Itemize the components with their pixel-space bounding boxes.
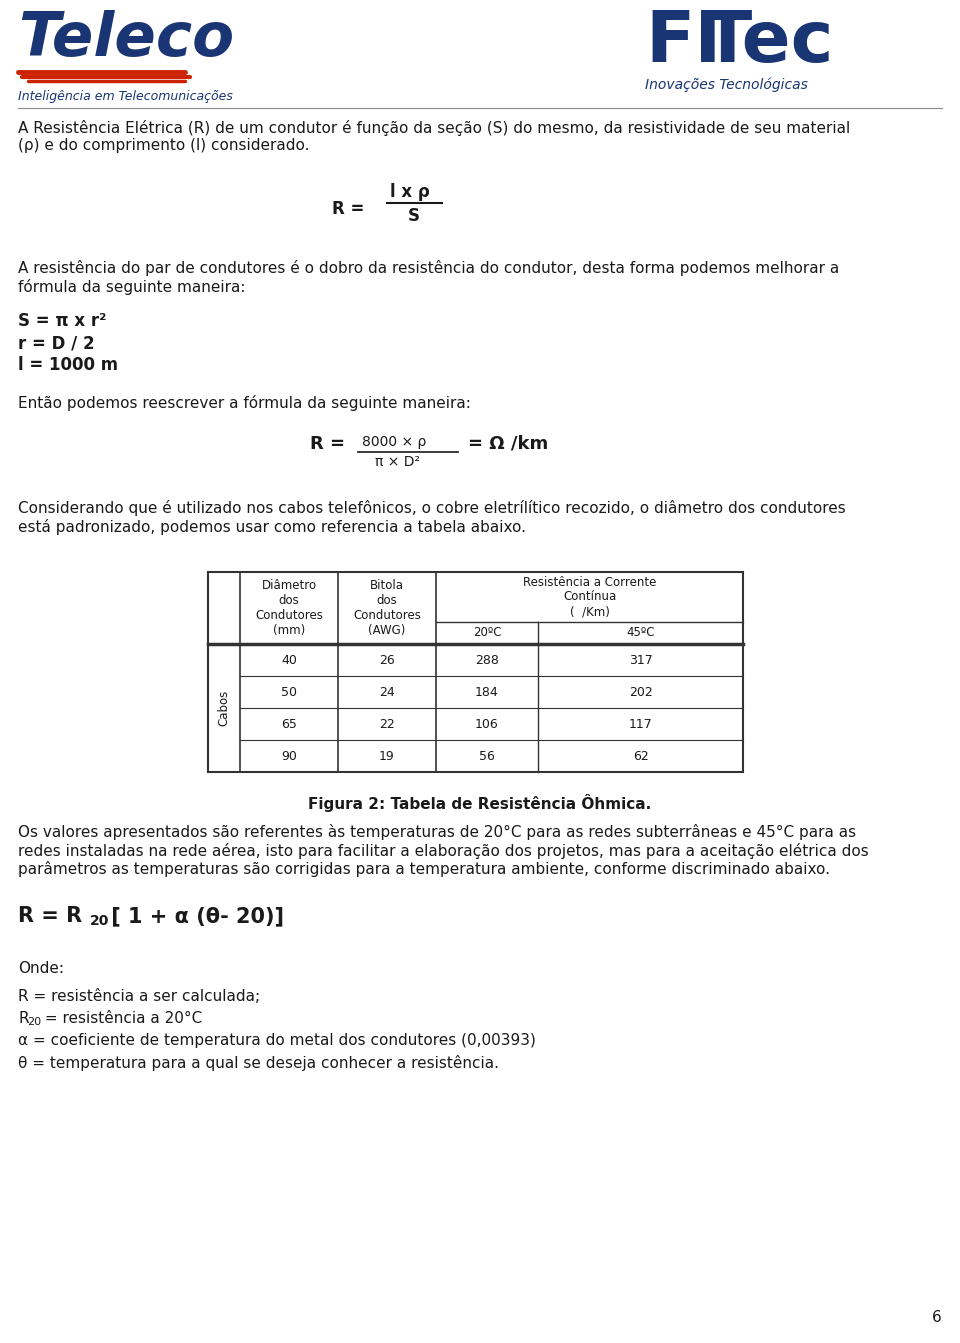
Text: = resistência a 20°C: = resistência a 20°C [40, 1011, 203, 1026]
Text: 90: 90 [281, 749, 297, 763]
Text: R = R: R = R [18, 907, 83, 927]
Text: Cabos: Cabos [218, 690, 230, 727]
Text: r = D / 2: r = D / 2 [18, 334, 95, 352]
Text: Diâmetro
dos
Condutores
(mm): Diâmetro dos Condutores (mm) [255, 579, 323, 637]
Text: α = coeficiente de temperatura do metal dos condutores (0,00393): α = coeficiente de temperatura do metal … [18, 1033, 536, 1048]
Text: Teleco: Teleco [18, 9, 234, 68]
Text: l x ρ: l x ρ [390, 183, 430, 201]
Text: Inovações Tecnológicas: Inovações Tecnológicas [645, 78, 808, 93]
Text: 40: 40 [281, 654, 297, 666]
Text: FI: FI [645, 8, 721, 77]
Text: 19: 19 [379, 749, 395, 763]
Text: 20ºC: 20ºC [472, 626, 501, 639]
Text: 56: 56 [479, 749, 495, 763]
Text: Figura 2: Tabela de Resistência Ôhmica.: Figura 2: Tabela de Resistência Ôhmica. [308, 794, 652, 813]
Text: R =: R = [332, 200, 365, 218]
Text: θ = temperatura para a qual se deseja conhecer a resistência.: θ = temperatura para a qual se deseja co… [18, 1056, 499, 1070]
Text: S: S [408, 207, 420, 226]
Text: Considerando que é utilizado nos cabos telefônicos, o cobre eletrílítico recozid: Considerando que é utilizado nos cabos t… [18, 500, 846, 535]
Text: A resistência do par de condutores é o dobro da resistência do condutor, desta f: A resistência do par de condutores é o d… [18, 261, 839, 294]
Text: R =: R = [310, 435, 345, 453]
Text: = Ω /km: = Ω /km [468, 435, 548, 453]
Text: Inteligência em Telecomunicações: Inteligência em Telecomunicações [18, 90, 233, 103]
Text: Resistência a Corrente
Contínua
(  /Km): Resistência a Corrente Contínua ( /Km) [523, 576, 657, 619]
Text: Então podemos reescrever a fórmula da seguinte maneira:: Então podemos reescrever a fórmula da se… [18, 395, 470, 411]
Text: 20: 20 [27, 1017, 41, 1027]
Text: Onde:: Onde: [18, 962, 64, 976]
Text: 20: 20 [90, 915, 109, 928]
Text: 26: 26 [379, 654, 395, 666]
Text: Os valores apresentados são referentes às temperaturas de 20°C para as redes sub: Os valores apresentados são referentes à… [18, 825, 869, 877]
Text: 62: 62 [633, 749, 648, 763]
Text: 22: 22 [379, 717, 395, 731]
Text: 202: 202 [629, 685, 653, 698]
Text: 8000 × ρ: 8000 × ρ [362, 435, 426, 449]
Text: Tec: Tec [703, 8, 834, 77]
Text: [ 1 + α (θ- 20)]: [ 1 + α (θ- 20)] [104, 907, 284, 927]
Text: 24: 24 [379, 685, 395, 698]
Text: 106: 106 [475, 717, 499, 731]
Text: 317: 317 [629, 654, 653, 666]
Text: π × D²: π × D² [375, 455, 420, 469]
Text: 6: 6 [932, 1309, 942, 1326]
Text: R = resistência a ser calculada;: R = resistência a ser calculada; [18, 988, 260, 1005]
Text: R: R [18, 1011, 29, 1026]
Text: l = 1000 m: l = 1000 m [18, 356, 118, 373]
Text: Bitola
dos
Condutores
(AWG): Bitola dos Condutores (AWG) [353, 579, 420, 637]
Text: 45ºC: 45ºC [626, 626, 655, 639]
Text: 65: 65 [281, 717, 297, 731]
Text: 117: 117 [629, 717, 653, 731]
Bar [208, 572, 743, 772]
Text: A Resistência Elétrica (R) de um condutor é função da seção (S) do mesmo, da res: A Resistência Elétrica (R) de um conduto… [18, 120, 851, 153]
Text: S = π x r²: S = π x r² [18, 312, 107, 330]
Text: 288: 288 [475, 654, 499, 666]
Text: 50: 50 [281, 685, 297, 698]
Text: 184: 184 [475, 685, 499, 698]
